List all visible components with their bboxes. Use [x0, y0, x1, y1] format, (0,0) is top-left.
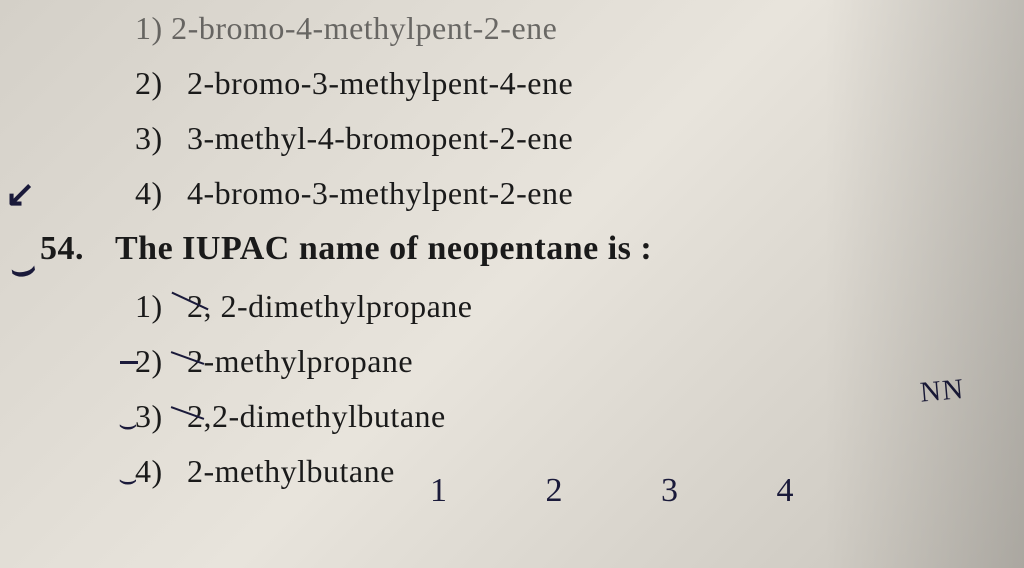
- option-num: 3): [135, 120, 175, 157]
- textbook-page: 1) 2-bromo-4-methylpent-2-ene 2) 2-bromo…: [0, 0, 1024, 518]
- question-text: The IUPAC name of neopentane is :: [115, 230, 652, 268]
- option-text: 2-methylpropane: [187, 343, 413, 380]
- curve-mark: ⌣: [118, 408, 138, 442]
- option-text: 2,2-dimethylbutane: [187, 398, 446, 435]
- q54-option-3: ⌣ 3) 2,2-dimethylbutane: [40, 398, 984, 435]
- checkmark-icon: ↙: [5, 173, 36, 215]
- q53-option-2: 2) 2-bromo-3-methylpent-4-ene: [40, 65, 984, 102]
- option-text: 3-methyl-4-bromopent-2-ene: [187, 120, 573, 157]
- dash-mark: [120, 361, 138, 364]
- question-number: 54.: [40, 230, 95, 268]
- option-text: 4-bromo-3-methylpent-2-ene: [187, 175, 573, 212]
- curve-mark: ⌣: [118, 463, 138, 497]
- option-num: 4): [135, 453, 175, 490]
- handwritten-numbers: 1 2 3 4: [430, 472, 839, 510]
- option-num: 1): [135, 288, 175, 325]
- option-num: 2): [135, 343, 175, 380]
- q53-option-3: 3) 3-methyl-4-bromopent-2-ene: [40, 120, 984, 157]
- option-num: 3): [135, 398, 175, 435]
- q53-option-4: ↙ 4) 4-bromo-3-methylpent-2-ene: [40, 175, 984, 212]
- option-num: 2): [135, 65, 175, 102]
- checkmark-icon: ⌣: [6, 243, 41, 294]
- partial-option-1: 1) 2-bromo-4-methylpent-2-ene: [40, 10, 984, 47]
- question-54: ⌣ 54. The IUPAC name of neopentane is :: [40, 230, 984, 268]
- option-text: 2, 2-dimethylpropane: [187, 288, 472, 325]
- option-text: 2-bromo-3-methylpent-4-ene: [187, 65, 573, 102]
- q54-option-2: 2) 2-methylpropane: [40, 343, 984, 380]
- handwritten-scribble: ᴺᴺ: [917, 368, 966, 427]
- q54-option-1: 1) 2, 2-dimethylpropane: [40, 288, 984, 325]
- option-num: 4): [135, 175, 175, 212]
- option-text: 2-methylbutane: [187, 453, 395, 490]
